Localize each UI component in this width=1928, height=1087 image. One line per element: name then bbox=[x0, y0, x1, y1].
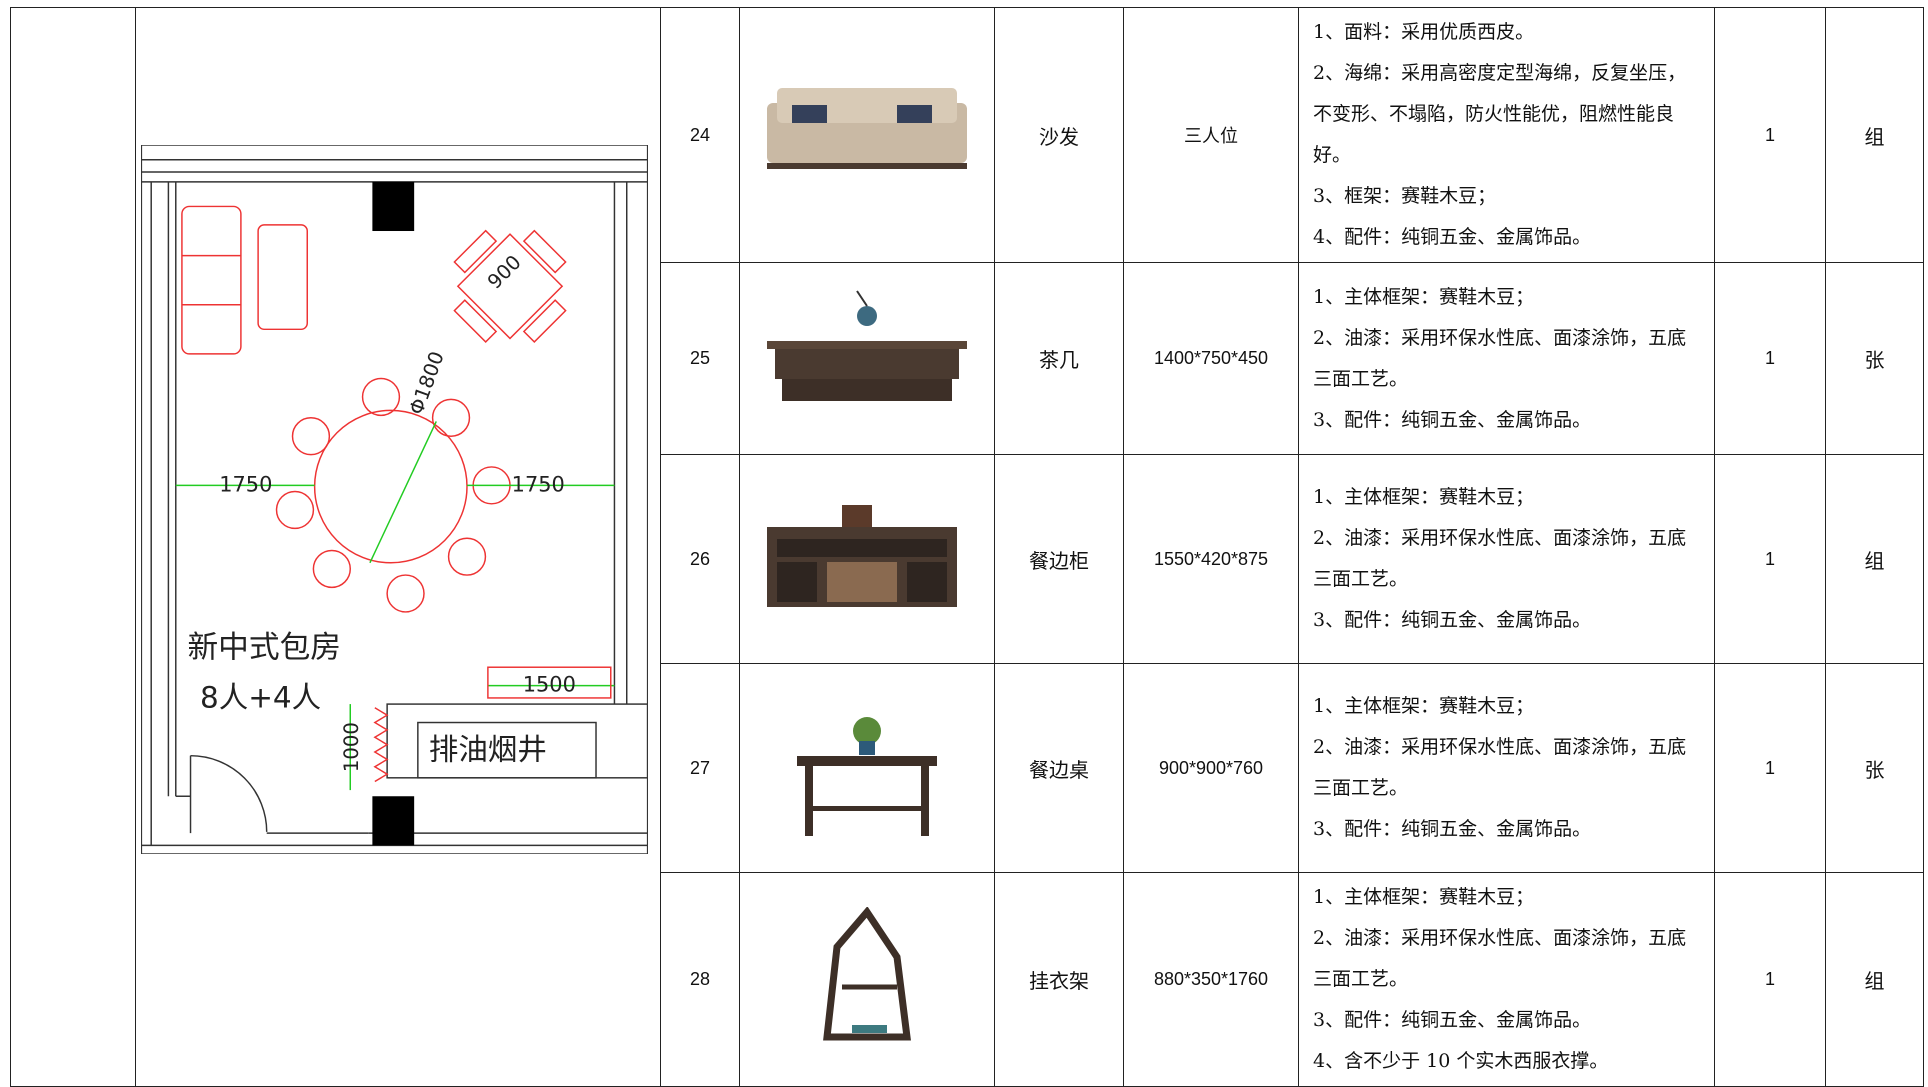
product-image bbox=[739, 7, 995, 263]
description-line: 2、油漆：采用环保水性底、面漆涂饰，五底三面工艺。 bbox=[1313, 927, 1687, 990]
description-line: 3、配件：纯铜五金、金属饰品。 bbox=[1313, 408, 1592, 431]
description-line: 2、海绵：采用高密度定型海绵，反复坐压，不变形、不塌陷，防火性能优，阻燃性能良好… bbox=[1313, 62, 1687, 166]
dimension-label: 1500 bbox=[523, 673, 576, 697]
description-line: 2、油漆：采用环保水性底、面漆涂饰，五底三面工艺。 bbox=[1313, 527, 1687, 590]
description-line: 1、面料：采用优质西皮。 bbox=[1313, 21, 1535, 43]
item-description: 1、主体框架：赛鞋木豆； 2、油漆：采用环保水性底、面漆涂饰，五底三面工艺。 3、配… bbox=[1298, 262, 1715, 455]
item-description: 1、面料：采用优质西皮。 2、海绵：采用高密度定型海绵，反复坐压，不变形、不塌陷，… bbox=[1298, 7, 1715, 263]
item-quantity: 1 bbox=[1714, 663, 1826, 873]
product-picture bbox=[767, 504, 957, 607]
item-number: 24 bbox=[660, 7, 740, 263]
table-row: 27 餐边桌 900*900*760 1、主体框架：赛鞋木豆； 2、油漆：采用环保水性底… bbox=[11, 663, 1924, 873]
product-picture bbox=[767, 87, 967, 169]
description-line: 1、主体框架：赛鞋木豆； bbox=[1313, 285, 1535, 308]
table-row: 25 茶几 1400*750*450 1、主体框架：赛鞋木豆； 2、油漆：采用环保水性底… bbox=[11, 262, 1924, 455]
dimension-label: 1750 bbox=[512, 472, 565, 496]
item-spec: 三人位 bbox=[1123, 7, 1299, 263]
dimension-label: 1750 bbox=[219, 472, 272, 496]
item-description: 1、主体框架：赛鞋木豆； 2、油漆：采用环保水性底、面漆涂饰，五底三面工艺。 3、配… bbox=[1298, 872, 1715, 1087]
item-spec: 1400*750*450 bbox=[1123, 262, 1299, 455]
product-picture bbox=[767, 290, 967, 401]
product-picture bbox=[823, 906, 911, 1041]
item-unit: 张 bbox=[1825, 262, 1924, 455]
product-image bbox=[739, 872, 995, 1087]
item-name: 茶几 bbox=[994, 262, 1124, 455]
item-quantity: 1 bbox=[1714, 7, 1826, 263]
table-row: 24 沙发 三人位 1、面料：采用优质西皮。 2、海绵：采用高密度定型海绵，反复坐压，不… bbox=[10, 7, 1924, 1087]
table-row: 28 挂衣架 880*350*1760 1、主体框架：赛鞋木豆； 2、油漆：采用环保水性… bbox=[11, 872, 1924, 1087]
item-number: 25 bbox=[660, 262, 740, 455]
floor-plan: 1750 1750 1500 1000 900 Φ1800 新中式包房 8人+4… bbox=[141, 145, 648, 854]
room-capacity: 8人+4人 bbox=[200, 681, 321, 715]
product-image bbox=[739, 454, 995, 664]
description-line: 3、配件：纯铜五金、金属饰品。 bbox=[1313, 609, 1592, 631]
item-description: 1、主体框架：赛鞋木豆； 2、油漆：采用环保水性底、面漆涂饰，五底三面工艺。 3、配… bbox=[1298, 663, 1715, 873]
item-number: 28 bbox=[660, 872, 740, 1087]
description-line: 4、含不少于 10 个实木西服衣撑。 bbox=[1313, 1050, 1609, 1072]
description-line: 2、油漆：采用环保水性底、面漆涂饰，五底三面工艺。 bbox=[1313, 326, 1687, 390]
dimension-label: 900 bbox=[483, 251, 526, 294]
item-name: 挂衣架 bbox=[994, 872, 1124, 1087]
room-name: 新中式包房 bbox=[187, 629, 341, 665]
description-line: 1、主体框架：赛鞋木豆； bbox=[1313, 886, 1535, 908]
shaft-label: 排油烟井 bbox=[429, 732, 547, 766]
description-line: 4、配件：纯铜五金、金属饰品。 bbox=[1313, 226, 1592, 248]
item-spec: 900*900*760 bbox=[1123, 663, 1299, 873]
item-quantity: 1 bbox=[1714, 262, 1826, 455]
description-line: 3、配件：纯铜五金、金属饰品。 bbox=[1313, 1009, 1592, 1031]
product-image bbox=[739, 663, 995, 873]
dimension-label: Φ1800 bbox=[405, 348, 449, 417]
table-row: 26 餐边柜 1550*420*875 1、主体框架：赛鞋木豆； 2、油漆：采用环保水性… bbox=[11, 454, 1924, 664]
description-line: 2、油漆：采用环保水性底、面漆涂饰，五底三面工艺。 bbox=[1313, 736, 1687, 799]
item-spec: 1550*420*875 bbox=[1123, 454, 1299, 664]
item-unit: 组 bbox=[1825, 872, 1924, 1087]
item-quantity: 1 bbox=[1714, 872, 1826, 1087]
blank-cell bbox=[10, 7, 136, 1087]
item-description: 1、主体框架：赛鞋木豆； 2、油漆：采用环保水性底、面漆涂饰，五底三面工艺。 3、配… bbox=[1298, 454, 1715, 664]
description-line: 1、主体框架：赛鞋木豆； bbox=[1313, 695, 1535, 717]
product-image bbox=[739, 262, 995, 455]
item-spec: 880*350*1760 bbox=[1123, 872, 1299, 1087]
item-number: 26 bbox=[660, 454, 740, 664]
furniture-table: 24 沙发 三人位 1、面料：采用优质西皮。 2、海绵：采用高密度定型海绵，反复坐压，不… bbox=[10, 7, 1924, 1087]
product-picture bbox=[797, 716, 937, 836]
item-name: 餐边桌 bbox=[994, 663, 1124, 873]
item-unit: 张 bbox=[1825, 663, 1924, 873]
description-line: 3、配件：纯铜五金、金属饰品。 bbox=[1313, 818, 1592, 840]
item-name: 餐边柜 bbox=[994, 454, 1124, 664]
item-unit: 组 bbox=[1825, 7, 1924, 263]
description-line: 1、主体框架：赛鞋木豆； bbox=[1313, 486, 1535, 508]
item-quantity: 1 bbox=[1714, 454, 1826, 664]
item-unit: 组 bbox=[1825, 454, 1924, 664]
dimension-label: 1000 bbox=[340, 722, 363, 772]
item-name: 沙发 bbox=[994, 7, 1124, 263]
description-line: 3、框架：赛鞋木豆； bbox=[1313, 185, 1497, 207]
item-number: 27 bbox=[660, 663, 740, 873]
